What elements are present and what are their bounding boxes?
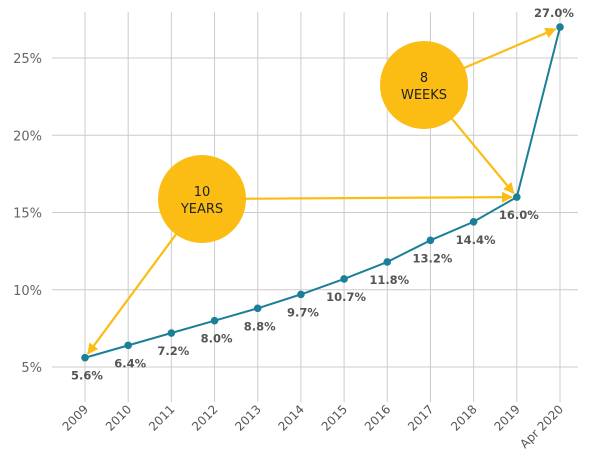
data-point — [124, 341, 132, 350]
x-tick-label: 2009 — [60, 402, 91, 433]
x-tick-label: 2012 — [189, 402, 220, 433]
y-axis: 5% 10% 15% 20% 25% — [13, 52, 42, 376]
x-tick-label: 2013 — [232, 402, 263, 433]
data-point — [253, 304, 262, 313]
data-label: 13.2% — [413, 251, 453, 265]
x-axis: 2009 2010 2011 2012 2013 2014 2015 2016 2017 2018… — [60, 402, 566, 451]
data-label: 11.8% — [369, 273, 409, 287]
callout-arrow — [460, 27, 557, 71]
x-tick-label: 2016 — [362, 402, 393, 433]
data-point — [469, 217, 478, 226]
callout-arrow — [448, 115, 515, 195]
callout-arrow — [87, 230, 180, 355]
data-point — [513, 193, 521, 201]
data-point — [426, 236, 435, 245]
data-point — [297, 290, 305, 299]
data-series — [81, 23, 564, 362]
x-tick-label: Apr 2020 — [517, 402, 566, 451]
grid — [52, 12, 578, 402]
data-label: 10.7% — [326, 290, 366, 304]
callout-number: 10 — [194, 185, 211, 200]
data-point — [383, 258, 392, 266]
data-label: 27.0% — [534, 6, 574, 20]
x-tick-label: 2018 — [448, 402, 479, 433]
y-tick-label: 25% — [13, 52, 42, 67]
data-label: 8.0% — [201, 332, 233, 346]
data-point — [167, 329, 176, 337]
data-label: 16.0% — [499, 208, 539, 222]
callout-unit: YEARS — [180, 202, 223, 217]
series-line — [84, 26, 561, 359]
y-tick-label: 20% — [13, 129, 42, 144]
data-label: 6.4% — [114, 356, 146, 370]
callout-unit: WEEKS — [401, 88, 447, 103]
y-tick-label: 5% — [21, 361, 42, 376]
x-tick-label: 2010 — [103, 402, 134, 433]
callout-circle — [158, 155, 246, 243]
callout-number: 8 — [420, 71, 428, 86]
callout-arrows — [87, 27, 557, 355]
callout-arrow — [241, 191, 513, 203]
x-tick-label: 2019 — [491, 402, 522, 433]
x-tick-label: 2011 — [146, 402, 177, 433]
y-tick-label: 10% — [13, 284, 42, 299]
data-point — [210, 316, 219, 325]
x-tick-label: 2017 — [405, 402, 436, 433]
data-labels: 5.6%6.4%7.2%8.0%8.8%9.7%10.7%11.8%13.2%1… — [71, 6, 574, 383]
x-tick-label: 2014 — [276, 402, 307, 433]
callout-circle — [380, 41, 468, 129]
callouts: 10 YEARS 8 WEEKS — [158, 41, 468, 243]
data-label: 14.4% — [456, 233, 496, 247]
data-label: 9.7% — [287, 305, 319, 319]
data-label: 7.2% — [157, 344, 189, 358]
x-tick-label: 2015 — [319, 402, 350, 433]
data-point — [556, 23, 564, 31]
data-label: 5.6% — [71, 369, 103, 383]
data-point — [340, 275, 348, 283]
y-tick-label: 15% — [13, 207, 42, 222]
data-label: 8.8% — [244, 319, 276, 333]
data-point — [81, 353, 89, 362]
